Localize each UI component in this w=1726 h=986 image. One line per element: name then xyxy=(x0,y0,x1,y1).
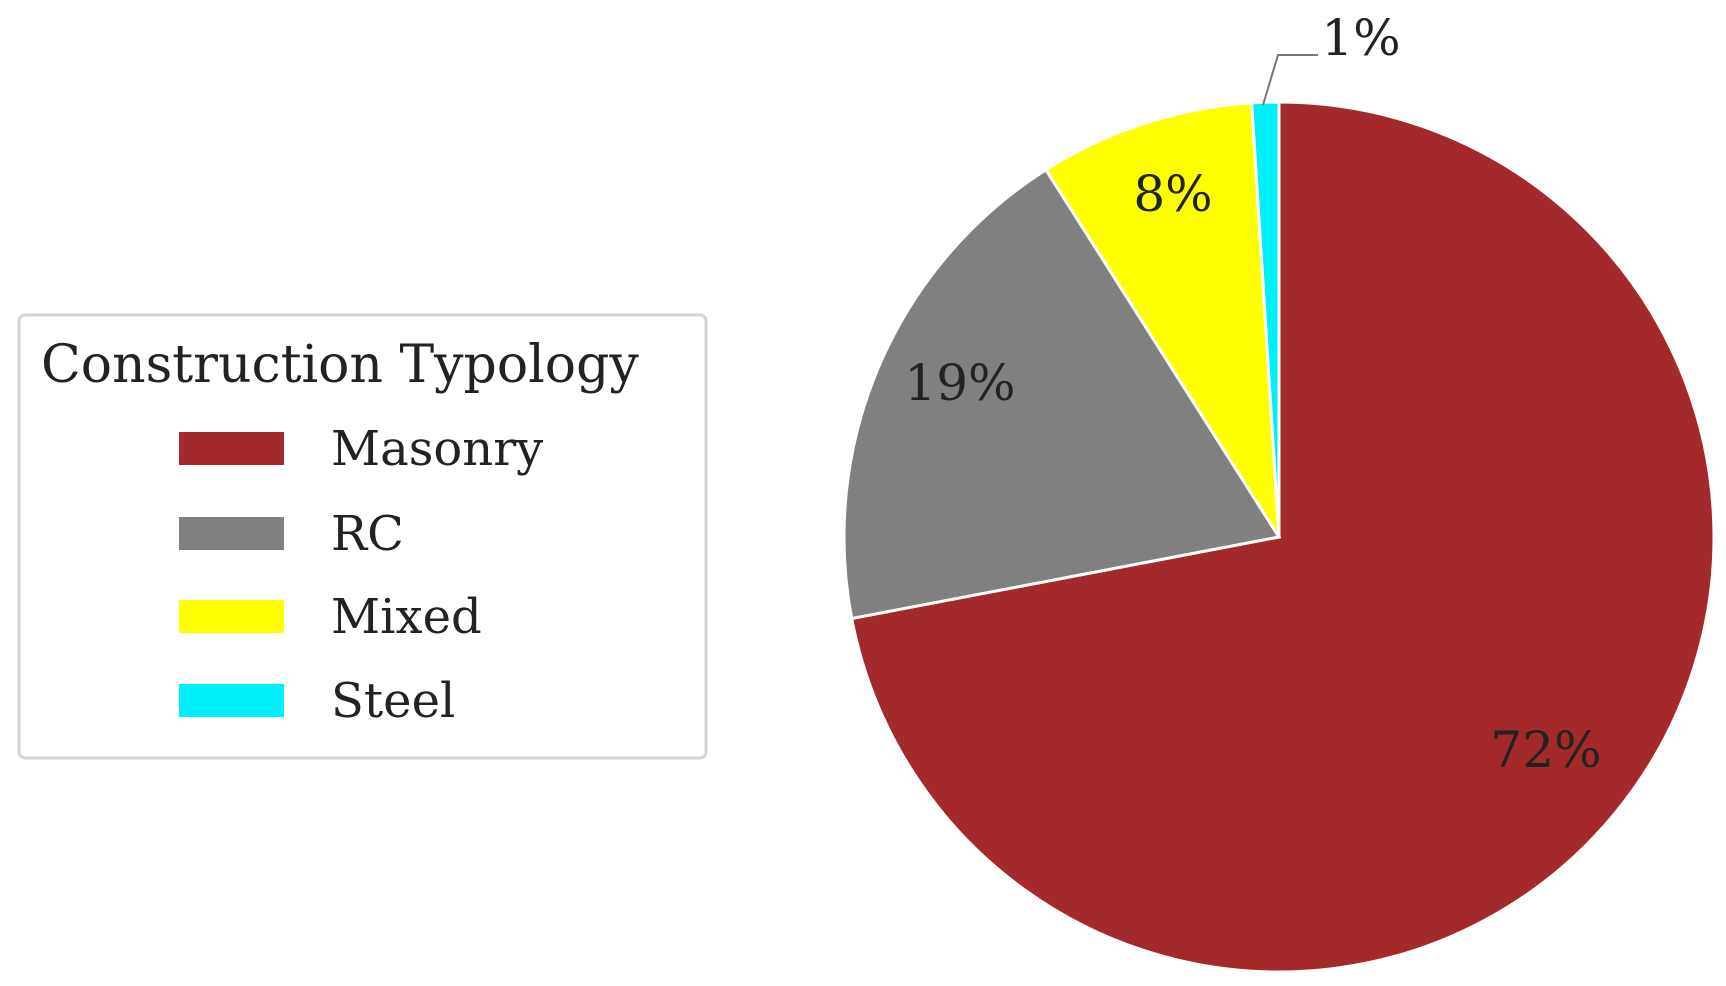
legend-label-rc: RC xyxy=(331,506,404,562)
data-label-masonry: 72% xyxy=(1490,721,1601,779)
pie-slice-mixed xyxy=(1043,101,1281,538)
legend-title: Construction Typology xyxy=(41,335,639,395)
legend-label-masonry: Masonry xyxy=(331,421,543,477)
legend-swatch-steel xyxy=(179,684,284,717)
pie-labels: 72% 19% 8% 1% xyxy=(904,9,1601,779)
legend-swatch-rc xyxy=(179,517,284,550)
pie-slices xyxy=(842,100,1716,974)
pie-slice-rc xyxy=(842,167,1282,621)
legend-label-steel: Steel xyxy=(331,673,455,729)
leader-line-steel xyxy=(1262,54,1318,106)
data-label-rc: 19% xyxy=(904,354,1015,412)
data-label-steel: 1% xyxy=(1321,9,1400,67)
legend-box xyxy=(17,313,708,760)
pie-slice-steel xyxy=(1250,100,1281,538)
pie-slice-masonry xyxy=(849,100,1716,974)
legend-swatch-masonry xyxy=(179,432,284,465)
data-label-mixed: 8% xyxy=(1133,165,1212,223)
legend-swatch-mixed xyxy=(179,600,284,633)
legend: Construction Typology Masonry RC Mixed Stee… xyxy=(17,313,708,760)
legend-label-mixed: Mixed xyxy=(331,589,482,645)
